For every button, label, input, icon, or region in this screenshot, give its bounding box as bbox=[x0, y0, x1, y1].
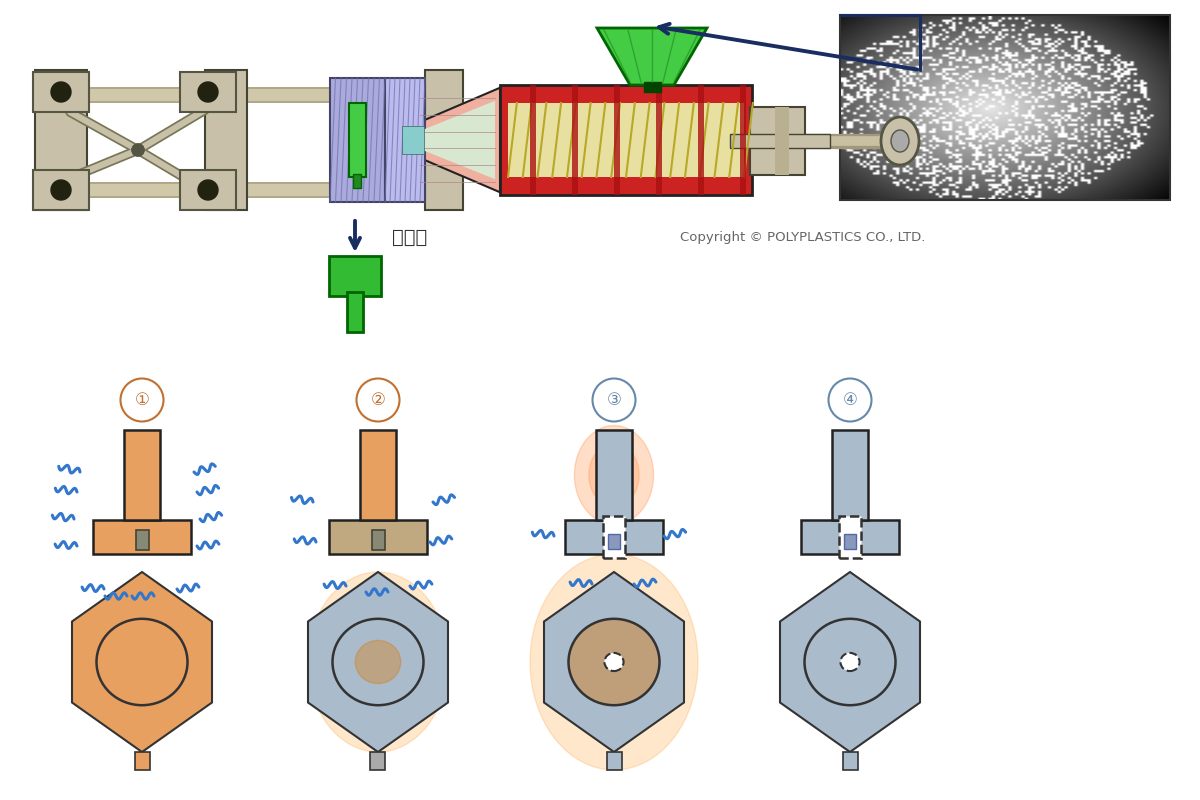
Bar bbox=[329, 256, 382, 296]
Bar bbox=[347, 292, 364, 332]
Circle shape bbox=[120, 378, 163, 422]
Bar bbox=[360, 430, 396, 520]
Ellipse shape bbox=[355, 640, 401, 683]
Text: 製品化: 製品化 bbox=[392, 227, 427, 246]
Circle shape bbox=[356, 378, 400, 422]
Ellipse shape bbox=[881, 117, 919, 165]
Bar bbox=[614, 85, 620, 195]
Bar bbox=[94, 520, 191, 554]
Bar bbox=[60, 182, 430, 198]
Bar bbox=[656, 85, 662, 195]
Bar bbox=[32, 170, 89, 210]
Bar bbox=[385, 78, 425, 202]
Bar bbox=[134, 752, 150, 770]
Bar bbox=[606, 752, 622, 770]
Bar bbox=[371, 752, 385, 770]
Ellipse shape bbox=[569, 619, 660, 706]
Bar bbox=[565, 520, 662, 554]
Bar bbox=[608, 534, 620, 549]
Bar bbox=[730, 134, 830, 148]
Ellipse shape bbox=[840, 653, 859, 671]
Polygon shape bbox=[544, 572, 684, 752]
Bar bbox=[35, 70, 88, 210]
Bar bbox=[205, 70, 247, 210]
Bar bbox=[32, 72, 89, 112]
Bar bbox=[402, 126, 424, 154]
Bar bbox=[740, 85, 746, 195]
Bar bbox=[775, 107, 790, 175]
Polygon shape bbox=[308, 572, 448, 752]
Bar bbox=[832, 430, 868, 520]
Polygon shape bbox=[780, 572, 920, 752]
Bar bbox=[643, 82, 660, 92]
Circle shape bbox=[50, 82, 71, 102]
Ellipse shape bbox=[605, 653, 624, 671]
Bar bbox=[839, 516, 862, 558]
Ellipse shape bbox=[558, 590, 670, 734]
Ellipse shape bbox=[329, 599, 427, 725]
Bar bbox=[349, 103, 366, 177]
Text: Copyright © POLYPLASTICS CO., LTD.: Copyright © POLYPLASTICS CO., LTD. bbox=[680, 231, 925, 245]
Bar bbox=[698, 85, 704, 195]
Polygon shape bbox=[418, 101, 496, 179]
Bar bbox=[508, 103, 744, 177]
Text: ②: ② bbox=[371, 391, 385, 409]
Bar bbox=[844, 534, 856, 549]
Circle shape bbox=[198, 180, 218, 200]
Ellipse shape bbox=[575, 426, 654, 525]
Bar bbox=[530, 85, 536, 195]
Circle shape bbox=[828, 378, 871, 422]
Bar bbox=[330, 78, 385, 202]
Circle shape bbox=[198, 82, 218, 102]
Bar bbox=[60, 185, 430, 195]
Bar bbox=[500, 85, 752, 195]
Bar bbox=[60, 87, 430, 103]
Bar bbox=[124, 430, 160, 520]
Ellipse shape bbox=[308, 572, 448, 752]
Bar bbox=[842, 752, 858, 770]
Bar bbox=[840, 15, 1170, 200]
Ellipse shape bbox=[890, 130, 910, 152]
Circle shape bbox=[132, 144, 144, 156]
Polygon shape bbox=[72, 572, 212, 752]
Ellipse shape bbox=[530, 554, 698, 770]
Bar bbox=[372, 530, 384, 550]
Text: ①: ① bbox=[134, 391, 150, 409]
Bar bbox=[802, 520, 899, 554]
Bar bbox=[596, 430, 632, 520]
Bar bbox=[572, 85, 578, 195]
Circle shape bbox=[132, 144, 144, 156]
Bar bbox=[60, 90, 430, 101]
Bar bbox=[136, 530, 149, 550]
Bar bbox=[602, 516, 625, 558]
Bar bbox=[180, 170, 236, 210]
Text: ③: ③ bbox=[606, 391, 622, 409]
Circle shape bbox=[593, 378, 636, 422]
Ellipse shape bbox=[589, 443, 640, 506]
Circle shape bbox=[50, 180, 71, 200]
Bar bbox=[180, 72, 236, 112]
Text: ④: ④ bbox=[842, 391, 858, 409]
Bar bbox=[750, 107, 805, 175]
Bar bbox=[425, 70, 463, 210]
Bar bbox=[329, 520, 427, 554]
Bar bbox=[354, 174, 361, 188]
Polygon shape bbox=[410, 88, 500, 192]
Polygon shape bbox=[598, 28, 707, 85]
